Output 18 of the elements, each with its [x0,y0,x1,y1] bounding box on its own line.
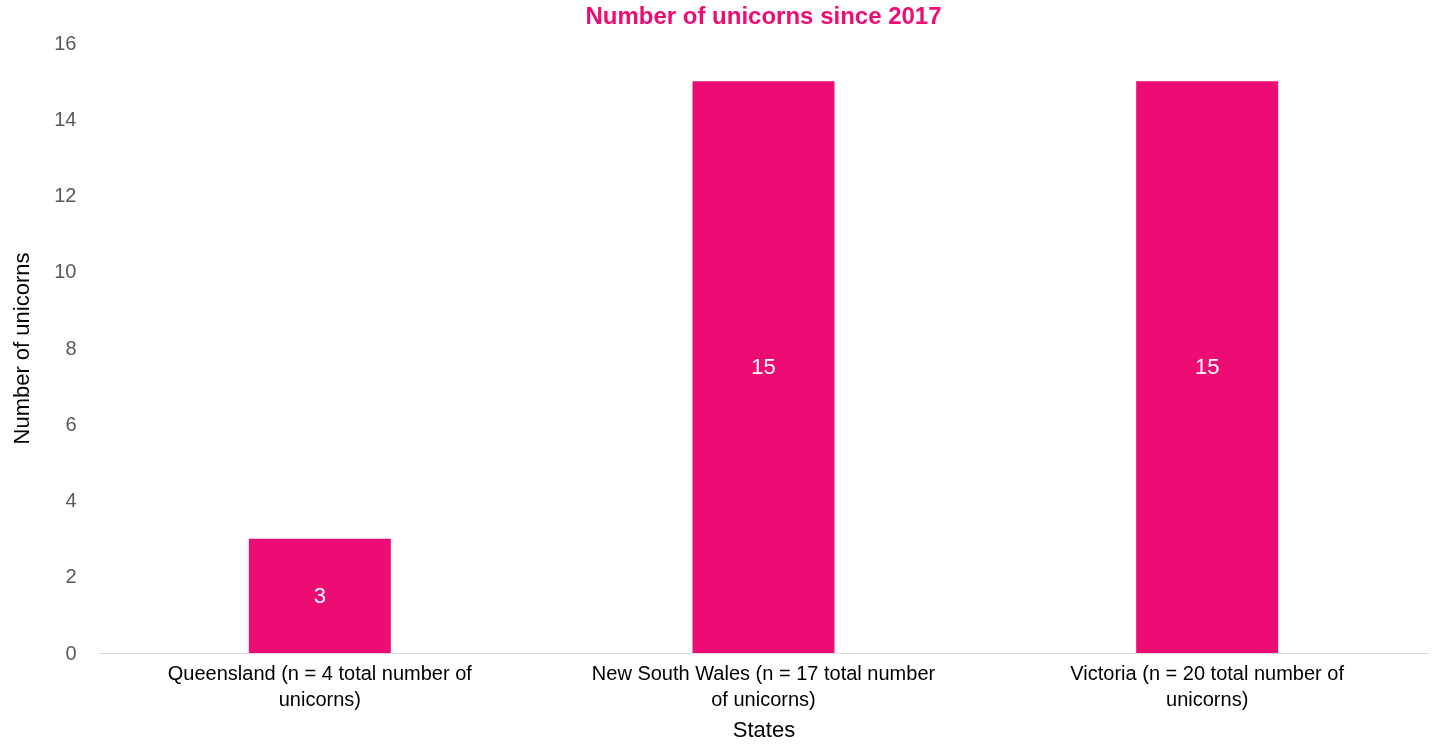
y-tick-label: 10 [54,260,77,283]
y-tick-label: 8 [65,336,77,359]
y-tick-label: 14 [54,107,77,130]
data-label: 15 [1194,354,1220,380]
x-tick-label: New South Wales (n = 17 total number of unicorns) [591,661,936,710]
y-tick-label: 0 [65,641,77,664]
y-tick-label: 16 [54,31,77,54]
y-tick-label: 2 [65,565,77,588]
chart-title: Number of unicorns since 2017 [585,2,942,29]
x-tick-label: Victoria (n = 20 total number of unicorns) [1070,661,1345,710]
x-tick-label: Queensland (n = 4 total number of unicorns) [167,661,473,710]
y-tick-label: 6 [65,412,77,435]
data-label: 15 [751,354,776,380]
y-tick-label: 4 [65,489,77,511]
y-axis-title: Number of unicorns [9,252,35,445]
data-label: 3 [313,582,326,608]
y-tick-label: 12 [54,184,77,206]
x-axis-title: States [732,716,796,742]
